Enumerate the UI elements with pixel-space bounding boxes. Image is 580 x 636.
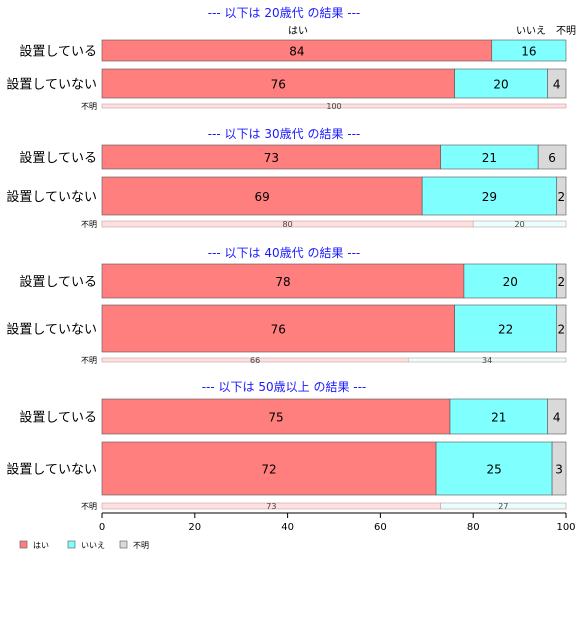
no-segment [454, 304, 558, 353]
segment-value-label: 66 [250, 356, 260, 365]
legend-swatch [19, 540, 28, 549]
row-label: 設置している [19, 274, 97, 290]
row-label: 設置している [19, 44, 97, 60]
group-title: --- 以下は 20歳代 の結果 --- [208, 6, 361, 20]
unknown-segment [556, 176, 567, 216]
segment-value-label: 22 [498, 323, 513, 337]
group-title: --- 以下は 40歳代 の結果 --- [208, 246, 361, 260]
top-label-no: いいえ [516, 25, 546, 37]
yes-segment [101, 176, 423, 216]
x-tick-label: 20 [188, 522, 201, 533]
segment-value-label: 69 [254, 190, 269, 204]
segment-value-label: 4 [553, 78, 561, 92]
segment-value-label: 100 [326, 102, 341, 111]
no-segment [421, 176, 558, 216]
x-tick-label: 0 [99, 522, 105, 533]
segment-value-label: 21 [482, 151, 497, 165]
segment-value-label: 76 [271, 323, 286, 337]
top-label-unknown: 不明 [556, 25, 576, 37]
segment-value-label: 27 [498, 502, 508, 511]
row-label: 設置していない [6, 462, 97, 478]
segment-value-label: 76 [271, 78, 286, 92]
segment-value-label: 2 [558, 275, 566, 289]
unknown-segment [556, 263, 567, 299]
no-segment [472, 220, 567, 228]
segment-value-label: 72 [261, 463, 276, 477]
row-label: 設置している [19, 410, 97, 426]
unknown-segment [537, 144, 567, 170]
row-label: 不明 [81, 356, 97, 365]
no-segment [440, 502, 567, 510]
no-segment [440, 144, 539, 170]
segment-value-label: 73 [264, 151, 279, 165]
no-segment [449, 398, 548, 435]
row-label: 不明 [81, 102, 97, 111]
row-label: 不明 [81, 220, 97, 229]
group-title: --- 以下は 50歳以上 の結果 --- [202, 380, 367, 394]
row-label: 設置していない [6, 77, 97, 93]
segment-value-label: 20 [515, 220, 525, 229]
yes-segment [101, 263, 465, 299]
row-label: 設置していない [6, 189, 97, 205]
segment-value-label: 25 [486, 463, 501, 477]
group-title: --- 以下は 30歳代 の結果 --- [208, 127, 361, 141]
segment-value-label: 20 [493, 78, 508, 92]
yes-segment [101, 103, 567, 109]
legend-label: いいえ [81, 541, 105, 550]
row-label: 設置していない [6, 322, 97, 338]
segment-value-label: 21 [491, 411, 506, 425]
unknown-segment [556, 304, 567, 353]
legend-swatch [119, 540, 128, 549]
segment-value-label: 2 [558, 190, 566, 204]
no-segment [491, 39, 567, 62]
row-label: 不明 [81, 502, 97, 511]
segment-value-label: 3 [555, 463, 563, 477]
x-tick-label: 60 [374, 522, 387, 533]
x-tick-label: 40 [281, 522, 294, 533]
segment-value-label: 75 [268, 411, 283, 425]
yes-segment [101, 68, 455, 99]
yes-segment [101, 441, 437, 496]
top-label-yes: はい [288, 25, 308, 37]
no-segment [463, 263, 558, 299]
segment-value-label: 34 [482, 356, 492, 365]
unknown-segment [547, 398, 567, 435]
segment-value-label: 84 [289, 45, 304, 59]
legend-label: 不明 [133, 541, 149, 550]
x-tick-label: 100 [556, 522, 575, 533]
x-tick-label: 80 [467, 522, 480, 533]
legend-swatch [67, 540, 76, 549]
segment-value-label: 78 [275, 275, 290, 289]
segment-value-label: 4 [553, 411, 561, 425]
segment-value-label: 29 [482, 190, 497, 204]
segment-value-label: 2 [558, 323, 566, 337]
unknown-segment [547, 68, 567, 99]
no-segment [435, 441, 553, 496]
segment-value-label: 16 [521, 45, 536, 59]
yes-segment [101, 304, 455, 353]
unknown-segment [551, 441, 567, 496]
yes-segment [101, 398, 451, 435]
segment-value-label: 80 [283, 220, 293, 229]
no-segment [407, 357, 567, 363]
row-label: 設置している [19, 150, 97, 166]
segment-value-label: 20 [503, 275, 518, 289]
legend-label: はい [33, 541, 49, 550]
segment-value-label: 73 [266, 502, 276, 511]
segment-value-label: 6 [548, 151, 556, 165]
